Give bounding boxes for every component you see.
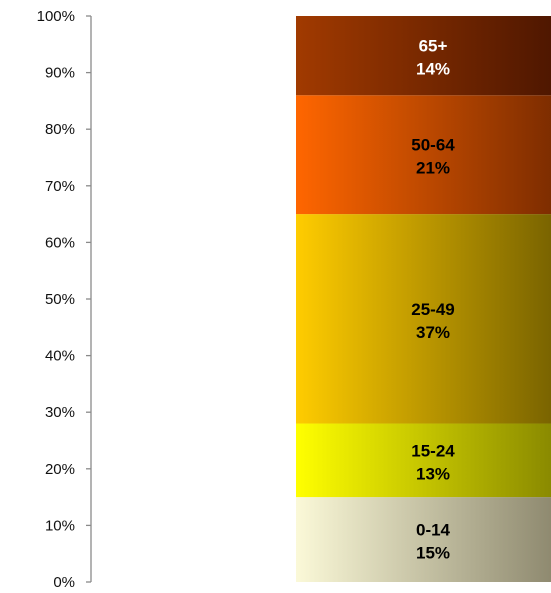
bar-segment-25-49 <box>296 214 551 424</box>
y-tick-label: 80% <box>45 121 75 138</box>
segment-category-label: 25-49 <box>411 300 454 319</box>
y-tick-label: 50% <box>45 291 75 308</box>
y-tick-label: 100% <box>37 8 75 25</box>
segment-category-label: 0-14 <box>416 521 451 540</box>
segment-value-label: 13% <box>416 464 450 483</box>
segment-value-label: 15% <box>416 544 450 563</box>
bar-segment-65+ <box>296 16 551 96</box>
segment-value-label: 37% <box>416 323 450 342</box>
segment-category-label: 65+ <box>419 37 448 56</box>
y-tick-label: 20% <box>45 461 75 478</box>
segment-value-label: 14% <box>416 60 450 79</box>
segment-category-label: 15-24 <box>411 441 455 460</box>
y-tick-label: 0% <box>53 574 75 591</box>
segment-value-label: 21% <box>416 159 450 178</box>
y-tick-label: 60% <box>45 234 75 251</box>
y-tick-label: 10% <box>45 517 75 534</box>
y-tick-label: 40% <box>45 348 75 365</box>
bar-segment-50-64 <box>296 95 551 215</box>
y-tick-label: 70% <box>45 178 75 195</box>
bar-segment-0-14 <box>296 497 551 582</box>
y-tick-label: 30% <box>45 404 75 421</box>
y-tick-label: 90% <box>45 65 75 82</box>
bar-segment-15-24 <box>296 423 551 498</box>
segment-category-label: 50-64 <box>411 136 455 155</box>
stacked-bar: 0-14 15% 15-24 13% 25-49 37% 50-64 21% 65+ 14% <box>296 16 551 582</box>
y-axis: 0% 10% 20% 30% 40% 50% 60% 70% 80% 90% 100% <box>37 8 92 591</box>
